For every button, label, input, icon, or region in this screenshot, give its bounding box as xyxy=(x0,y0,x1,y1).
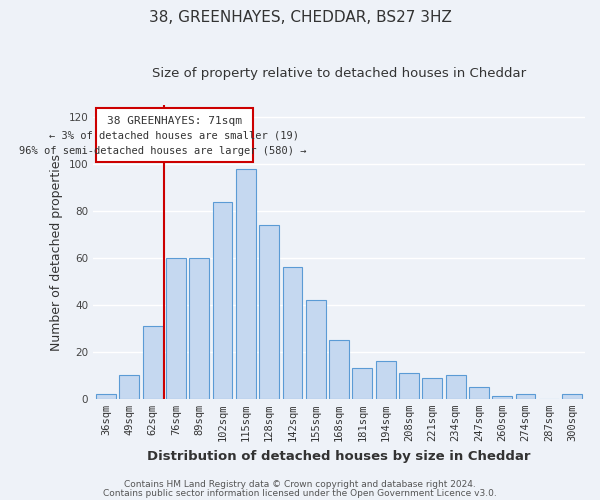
Bar xyxy=(352,368,373,399)
Bar xyxy=(562,394,582,399)
Bar xyxy=(493,396,512,399)
Title: Size of property relative to detached houses in Cheddar: Size of property relative to detached ho… xyxy=(152,68,526,80)
Bar xyxy=(236,168,256,399)
Bar xyxy=(96,394,116,399)
Bar xyxy=(259,225,279,399)
Bar xyxy=(283,268,302,399)
Bar xyxy=(212,202,232,399)
Bar xyxy=(422,378,442,399)
Bar xyxy=(376,361,395,399)
Bar xyxy=(446,376,466,399)
Text: 38, GREENHAYES, CHEDDAR, BS27 3HZ: 38, GREENHAYES, CHEDDAR, BS27 3HZ xyxy=(149,10,451,25)
X-axis label: Distribution of detached houses by size in Cheddar: Distribution of detached houses by size … xyxy=(148,450,531,462)
Bar xyxy=(119,376,139,399)
FancyBboxPatch shape xyxy=(95,108,253,162)
Bar xyxy=(306,300,326,399)
Text: ← 3% of detached houses are smaller (19): ← 3% of detached houses are smaller (19) xyxy=(49,131,299,141)
Text: 96% of semi-detached houses are larger (580) →: 96% of semi-detached houses are larger (… xyxy=(19,146,306,156)
Bar xyxy=(190,258,209,399)
Bar xyxy=(166,258,186,399)
Bar xyxy=(515,394,535,399)
Bar xyxy=(399,373,419,399)
Bar xyxy=(469,387,489,399)
Bar xyxy=(329,340,349,399)
Text: 38 GREENHAYES: 71sqm: 38 GREENHAYES: 71sqm xyxy=(107,116,242,126)
Text: Contains public sector information licensed under the Open Government Licence v3: Contains public sector information licen… xyxy=(103,488,497,498)
Bar xyxy=(143,326,163,399)
Text: Contains HM Land Registry data © Crown copyright and database right 2024.: Contains HM Land Registry data © Crown c… xyxy=(124,480,476,489)
Y-axis label: Number of detached properties: Number of detached properties xyxy=(50,154,63,350)
